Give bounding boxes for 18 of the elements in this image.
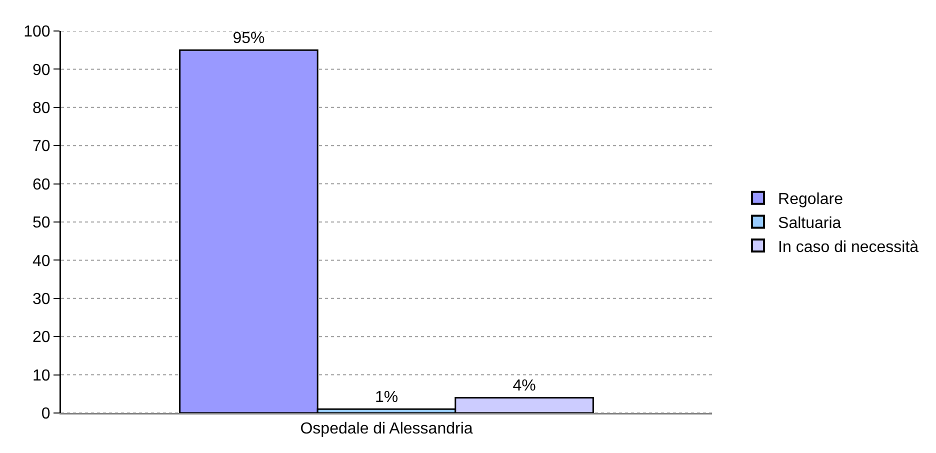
data-label: 1%: [374, 389, 398, 406]
legend-label: Saltuaria: [778, 214, 842, 232]
y-tick-label: 20: [32, 329, 50, 346]
data-label: 95%: [232, 30, 265, 48]
y-tick-label: 60: [32, 176, 50, 194]
y-tick-label: 100: [24, 24, 50, 41]
y-tick-label: 80: [32, 100, 50, 117]
y-tick-label: 50: [32, 214, 50, 232]
y-tick-label: 0: [41, 406, 50, 423]
legend-label: Regolare: [778, 191, 844, 208]
legend-label: In caso di necessità: [778, 238, 919, 256]
data-label: 4%: [512, 378, 536, 395]
y-tick-label: 70: [32, 138, 50, 156]
y-tick-label: 10: [32, 367, 50, 384]
x-tick-label: Ospedale di Alessandria: [300, 420, 473, 438]
y-tick-label: 30: [32, 291, 50, 308]
y-tick-label: 40: [32, 252, 50, 270]
y-tick-label: 90: [32, 62, 50, 79]
